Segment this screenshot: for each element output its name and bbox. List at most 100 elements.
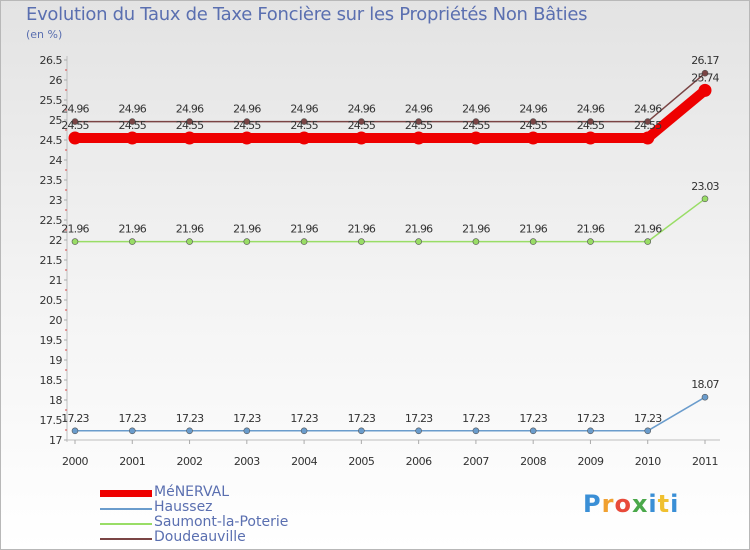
y-tick-label: 25 — [49, 114, 62, 127]
data-label: 18.07 — [691, 378, 719, 391]
data-label: 17.23 — [348, 412, 376, 425]
y-tick-label: 26 — [49, 74, 62, 87]
data-label: 24.55 — [233, 119, 261, 132]
data-point — [186, 118, 193, 125]
data-point — [71, 427, 79, 435]
data-point — [587, 118, 594, 125]
data-point — [412, 131, 426, 145]
data-label: 24.96 — [519, 103, 547, 116]
data-label: 21.96 — [233, 223, 261, 236]
data-label: 24.55 — [119, 119, 147, 132]
x-tick-label: 2005 — [348, 455, 374, 468]
data-label: 21.96 — [405, 223, 433, 236]
data-label: 24.96 — [119, 103, 147, 116]
x-tick-label: 2010 — [635, 455, 661, 468]
data-point — [644, 238, 652, 245]
y-tick-label: 19.5 — [40, 334, 63, 347]
data-label: 21.96 — [176, 223, 204, 236]
data-label: 17.23 — [519, 412, 547, 425]
y-tick-label: 20.5 — [40, 294, 63, 307]
data-point — [186, 427, 193, 435]
series-line-1 — [74, 396, 706, 432]
data-point — [529, 238, 537, 245]
data-label: 21.96 — [519, 223, 547, 236]
data-point — [415, 427, 422, 435]
y-tick-label: 23.5 — [40, 174, 63, 187]
data-label: 24.55 — [519, 119, 547, 132]
data-label: 17.23 — [176, 412, 204, 425]
data-label: 24.55 — [462, 119, 490, 132]
legend-label-haussez: Haussez — [154, 499, 213, 515]
data-point — [358, 238, 365, 245]
series-group — [68, 69, 712, 435]
data-label: 24.96 — [348, 103, 376, 116]
legend-swatch-doudeauville — [100, 538, 152, 540]
data-label: 24.55 — [61, 119, 89, 132]
data-point — [358, 118, 365, 125]
data-label: 24.55 — [405, 119, 433, 132]
data-point — [354, 131, 368, 145]
data-label: 21.96 — [61, 223, 89, 236]
x-tick-label: 2004 — [291, 455, 317, 468]
data-point — [472, 118, 480, 125]
data-label: 24.96 — [233, 103, 261, 116]
x-tick-label: 2003 — [234, 455, 260, 468]
y-tick-label: 17 — [49, 434, 62, 447]
data-label: 24.55 — [634, 119, 662, 132]
data-label: 26.17 — [691, 54, 719, 67]
series-line-0 — [70, 85, 710, 143]
y-tick-label: 21.5 — [40, 254, 63, 267]
data-label: 25.74 — [691, 71, 719, 84]
legend-label-saumont: Saumont-la-Poterie — [154, 514, 289, 530]
y-tick-label: 26.5 — [40, 54, 63, 67]
data-label: 17.23 — [233, 412, 261, 425]
data-label: 21.96 — [290, 223, 318, 236]
y-tick-label: 24 — [49, 154, 62, 167]
data-point — [186, 238, 193, 245]
data-label: 17.23 — [119, 412, 147, 425]
y-tick-label: 21 — [49, 274, 62, 287]
x-tick-label: 2006 — [406, 455, 432, 468]
data-point — [698, 83, 712, 97]
logo-letter: o — [614, 490, 632, 518]
y-unit-label: (en %) — [26, 28, 63, 41]
data-point — [587, 427, 594, 435]
legend-swatch-haussez — [100, 508, 152, 510]
data-label: 21.96 — [462, 223, 490, 236]
data-point — [243, 238, 251, 245]
data-point — [358, 427, 365, 435]
data-point — [71, 238, 79, 245]
data-point — [529, 118, 537, 125]
logo-letter: x — [631, 490, 649, 518]
y-tick-label: 22 — [49, 234, 62, 247]
data-point — [183, 131, 197, 145]
data-label: 24.55 — [577, 119, 605, 132]
data-label: 17.23 — [290, 412, 318, 425]
x-tick-label: 2002 — [177, 455, 203, 468]
series-line-3 — [74, 72, 706, 123]
data-label: 24.96 — [290, 103, 318, 116]
data-point — [472, 238, 480, 245]
data-point — [300, 427, 308, 435]
x-tick-label: 2011 — [692, 455, 718, 468]
x-tick-label: 2007 — [463, 455, 489, 468]
data-point — [701, 393, 709, 401]
y-tick-label: 18 — [49, 394, 62, 407]
data-label: 24.55 — [176, 119, 204, 132]
data-label: 24.96 — [61, 103, 89, 116]
logo-letter: i — [670, 490, 680, 518]
data-point — [641, 131, 655, 145]
x-tick-label: 2009 — [577, 455, 603, 468]
data-label: 21.96 — [348, 223, 376, 236]
data-point — [243, 427, 251, 435]
y-tick-label: 25.5 — [40, 94, 63, 107]
x-tick-label: 2001 — [119, 455, 145, 468]
legend-swatch-saumont — [100, 523, 152, 525]
data-label: 24.96 — [462, 103, 490, 116]
data-point — [128, 427, 136, 435]
y-tick-label: 18.5 — [40, 374, 63, 387]
data-label: 21.96 — [634, 223, 662, 236]
data-label: 17.23 — [61, 412, 89, 425]
data-labels: 24.55 24.55 24.55 24.55 24.55 24.55 24.55 24.55… — [61, 54, 720, 425]
